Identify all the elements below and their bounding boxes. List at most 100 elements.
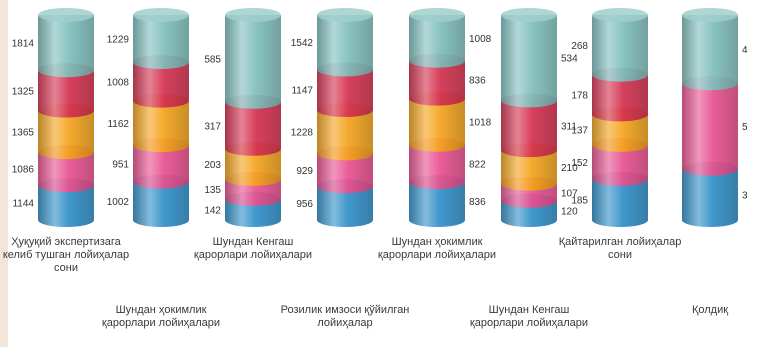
bar-segment xyxy=(133,15,189,70)
bar-segment xyxy=(409,98,465,152)
data-label: 268 xyxy=(571,41,588,52)
data-label: 1018 xyxy=(469,118,492,129)
data-label: 585 xyxy=(204,54,221,65)
data-label: 107 xyxy=(561,188,578,199)
bar-column xyxy=(225,8,281,227)
bar-segment xyxy=(501,200,557,227)
bar-segment xyxy=(501,100,557,158)
data-label: 135 xyxy=(204,185,221,196)
data-label: 1002 xyxy=(107,197,130,208)
bar-column xyxy=(682,8,738,227)
category-label: Қолдиқ xyxy=(691,304,729,316)
bar-segment xyxy=(592,74,648,122)
category-label: Ҳуқуқий экспертизага келиб тушган лойиҳа… xyxy=(2,236,130,274)
bar-segment-top xyxy=(38,8,94,22)
category-label: Шундан ҳокимлик қарорлари лойиҳалари xyxy=(377,236,497,261)
category-label: Шундан Кенгаш қарорлари лойиҳалари xyxy=(469,304,589,329)
data-label: 836 xyxy=(469,76,486,87)
bar-segment-top xyxy=(501,8,557,22)
data-label: 951 xyxy=(112,159,129,170)
data-label: 956 xyxy=(296,199,313,210)
data-label: 210 xyxy=(561,163,578,174)
bar-segment xyxy=(409,182,465,227)
bar-segment xyxy=(38,152,94,193)
data-label: 120 xyxy=(561,206,578,217)
bar-segment xyxy=(409,15,465,68)
bar-segment xyxy=(38,70,94,118)
category-label: Розилик имзоси қўйилган лойиҳалар xyxy=(280,304,410,329)
bar-segment xyxy=(38,110,94,160)
bar-segment xyxy=(409,60,465,106)
bar-column xyxy=(133,8,189,227)
bar-segment xyxy=(133,62,189,108)
bar-segment xyxy=(592,144,648,186)
data-label: 1086 xyxy=(12,165,35,176)
bar-segment xyxy=(317,186,373,227)
bar-column xyxy=(409,8,465,227)
bar-segment-top xyxy=(317,8,373,22)
data-label: 1365 xyxy=(12,127,35,138)
bar-segment xyxy=(317,15,374,77)
data-label: 185 xyxy=(571,195,588,206)
bar-segment xyxy=(317,153,374,194)
data-label: 1008 xyxy=(469,34,492,45)
bar-segment xyxy=(317,69,374,118)
bar-segment xyxy=(133,145,189,189)
bar-segment xyxy=(592,15,648,82)
data-label: 152 xyxy=(571,158,588,169)
bar-segment-top xyxy=(592,8,648,22)
bar-segment xyxy=(225,198,281,227)
data-label: 203 xyxy=(204,160,221,171)
bar-segment-top xyxy=(682,8,738,22)
bar-segment xyxy=(133,100,189,153)
data-label: 1008 xyxy=(107,77,130,88)
data-label: 4 xyxy=(742,45,748,56)
bar-segment xyxy=(225,101,281,156)
bar-segment xyxy=(225,148,281,186)
bar-segment xyxy=(682,83,738,176)
data-label: 5 xyxy=(742,122,748,133)
category-label: Шундан Кенгаш қарорлари лойиҳалари xyxy=(193,236,313,261)
bar-segment xyxy=(682,15,738,91)
bar-segment xyxy=(133,181,189,227)
bar-segment xyxy=(592,178,648,227)
bar-segment xyxy=(225,178,281,206)
bar-segment xyxy=(682,168,738,227)
data-label: 3 xyxy=(742,190,748,201)
data-label: 1144 xyxy=(12,199,34,210)
data-label: 1814 xyxy=(12,39,35,50)
bar-segment xyxy=(38,185,94,227)
data-label: 1229 xyxy=(107,35,130,46)
data-label: 311 xyxy=(561,121,577,132)
data-label: 929 xyxy=(296,166,313,177)
bar-segment-top xyxy=(409,8,465,22)
bar-segment xyxy=(592,114,648,152)
bar-segment-top xyxy=(133,8,189,22)
bar-segment xyxy=(38,15,94,78)
data-label: 534 xyxy=(561,54,578,65)
data-label: 836 xyxy=(469,197,486,208)
data-label: 1228 xyxy=(291,128,314,139)
chart-value-labels: 1144 1086 1365 1325 1814 1002 951 1162 1008 1229 1… xyxy=(12,34,748,218)
bar-segment xyxy=(501,150,557,191)
data-label: 1147 xyxy=(291,86,313,97)
bar-segment xyxy=(409,144,465,190)
bar-column xyxy=(38,8,94,227)
data-label: 1162 xyxy=(107,119,129,130)
bar-segment xyxy=(225,15,281,109)
data-label: 1325 xyxy=(12,86,35,97)
bar-column xyxy=(501,8,557,227)
bar-segment xyxy=(501,15,557,108)
chart-bars xyxy=(38,8,738,227)
data-label: 137 xyxy=(571,126,588,137)
category-label: Шундан ҳокимлик қарорлари лойиҳалари xyxy=(101,304,221,329)
bar-column xyxy=(317,8,374,227)
data-label: 1542 xyxy=(291,38,314,49)
data-label: 317 xyxy=(204,121,221,132)
decorative-side-strip xyxy=(0,0,8,347)
category-label: Қайтарилган лойиҳалар сони xyxy=(558,236,682,261)
data-label: 178 xyxy=(571,91,588,102)
bar-column xyxy=(592,8,648,227)
bar-segment-top xyxy=(225,8,281,22)
